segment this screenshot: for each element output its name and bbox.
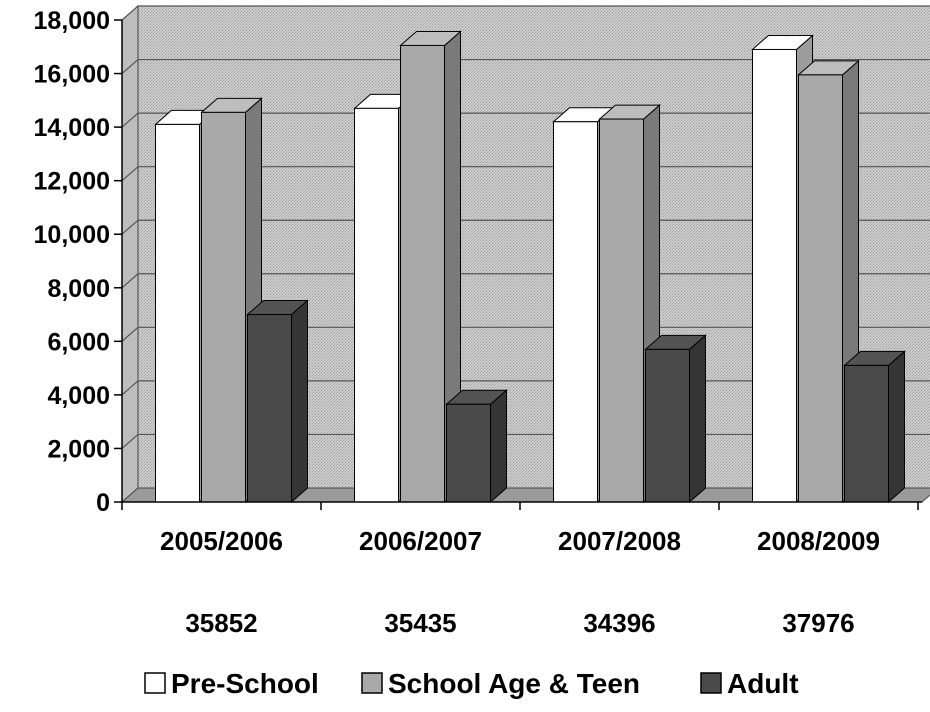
bar-front	[201, 111, 246, 503]
legend-swatch	[361, 672, 383, 694]
bar-side	[291, 299, 308, 504]
bar-front	[645, 348, 690, 503]
bar-side	[689, 334, 706, 504]
category-total: 37976	[782, 608, 854, 638]
bar-front	[798, 74, 843, 503]
y-axis: 0 2,000 4,000 6,000 8,000 10,000 12,000 14,000 1…	[34, 7, 123, 517]
bar-front	[844, 364, 889, 503]
x-tick-label: 2007/2008	[558, 526, 681, 556]
gridline	[121, 58, 930, 75]
legend-label: Adult	[727, 668, 799, 699]
x-tick-label: 2005/2006	[160, 526, 283, 556]
x-tick-label: 2006/2007	[359, 526, 482, 556]
bar	[644, 334, 707, 504]
legend-item: Pre-School	[144, 668, 319, 699]
gridline	[121, 273, 930, 289]
y-tick-label: 10,000	[34, 221, 110, 249]
legend-label: School Age & Teen	[388, 668, 640, 699]
gridline	[121, 219, 930, 235]
y-tick-label: 12,000	[34, 168, 110, 196]
bar	[445, 389, 508, 504]
bar	[200, 97, 263, 504]
bar-front	[400, 44, 445, 503]
y-tick-label: 6,000	[47, 328, 110, 356]
legend-swatch	[144, 672, 166, 694]
bar-front	[354, 107, 399, 503]
y-tick-label: 18,000	[34, 7, 110, 35]
y-tick-label: 2,000	[47, 435, 110, 463]
side-wall	[121, 4, 139, 504]
gridline	[121, 5, 930, 21]
category-total: 35435	[384, 608, 456, 638]
gridline	[121, 326, 930, 342]
category-totals: 35852 35435 34396 37976	[185, 608, 854, 638]
bar-front	[247, 314, 292, 503]
legend: Pre-School School Age & Teen Adult	[144, 668, 799, 699]
gridline	[121, 166, 930, 182]
y-tick-label: 8,000	[47, 275, 110, 303]
y-tick-label: 16,000	[34, 61, 110, 89]
category-total: 35852	[185, 608, 257, 638]
bar-side	[490, 389, 507, 504]
y-tick-label: 0	[96, 489, 110, 517]
bar-front	[599, 118, 644, 503]
y-tick-label: 14,000	[34, 114, 110, 142]
x-tick-label: 2008/2009	[757, 526, 880, 556]
category-total: 34396	[583, 608, 655, 638]
bar-side	[888, 350, 905, 504]
bar-series-group	[154, 30, 906, 504]
bar	[399, 30, 462, 504]
bar-front	[553, 121, 598, 503]
bar-front	[155, 123, 200, 503]
legend-swatch	[700, 672, 722, 694]
y-tick-label: 4,000	[47, 382, 110, 410]
bar	[246, 299, 309, 504]
legend-label: Pre-School	[171, 668, 319, 699]
x-axis: 2005/2006 2006/2007 2007/2008 2008/2009	[121, 501, 922, 556]
bar-front	[752, 48, 797, 503]
bar-front	[446, 403, 491, 503]
legend-item: School Age & Teen	[361, 668, 640, 699]
legend-item: Adult	[700, 668, 799, 699]
gridline	[121, 112, 930, 128]
bar	[843, 350, 906, 504]
